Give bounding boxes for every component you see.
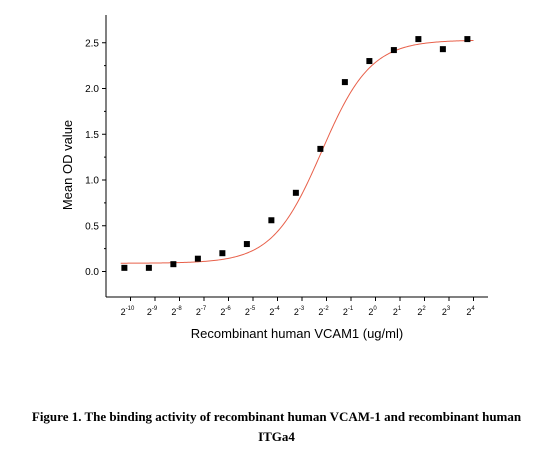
- x-tick-label: 2-1: [343, 306, 354, 317]
- y-tick-label: 1.5: [85, 130, 99, 141]
- data-point: [292, 189, 299, 196]
- caption-line-2: ITGa4: [258, 429, 295, 444]
- x-tick-label: 2-8: [171, 306, 182, 317]
- data-point: [121, 264, 128, 271]
- x-tick-label: 20: [368, 306, 377, 317]
- x-axis-ticks: 2-10 2-9 2-8 2-7 2-6 2-5 2-4 2-3 2-2 2-1 20 21 22 23 2…: [121, 297, 475, 317]
- y-axis-title: Mean OD value: [60, 120, 75, 210]
- x-tick-label: 2-6: [220, 306, 231, 317]
- data-point: [317, 145, 324, 152]
- x-axis-title: Recombinant human VCAM1 (ug/ml): [191, 326, 403, 341]
- y-axis-ticks: 0.0 0.5 1.0 1.5 2.0 2.5: [85, 38, 106, 278]
- x-tick-label: 24: [466, 306, 475, 317]
- x-tick-label: 23: [442, 306, 451, 317]
- data-point: [243, 241, 250, 248]
- data-point: [219, 250, 226, 257]
- data-point: [341, 79, 348, 86]
- y-tick-label: 2.5: [85, 38, 99, 49]
- data-point: [145, 264, 152, 271]
- data-point: [415, 36, 422, 43]
- data-point: [194, 255, 201, 262]
- data-points: [121, 36, 471, 271]
- y-tick-label: 2.0: [85, 84, 99, 95]
- caption-line-1: Figure 1. The binding activity of recomb…: [31, 409, 522, 424]
- fit-curve: [120, 39, 474, 264]
- x-tick-label: 2-7: [196, 306, 207, 317]
- y-tick-label: 1.0: [85, 176, 99, 187]
- plot-frame: [105, 15, 488, 298]
- data-point: [390, 47, 397, 54]
- figure-caption: Figure 1. The binding activity of recomb…: [0, 407, 553, 447]
- x-tick-label: 22: [417, 306, 426, 317]
- x-tick-label: 2-5: [245, 306, 256, 317]
- x-tick-label: 2-4: [269, 306, 280, 317]
- x-tick-label: 21: [393, 306, 402, 317]
- x-tick-label: 2-9: [147, 306, 158, 317]
- x-tick-label: 2-10: [121, 306, 135, 317]
- x-tick-label: 2-3: [294, 306, 305, 317]
- data-point: [464, 36, 471, 43]
- data-point: [268, 217, 275, 224]
- y-tick-label: 0.0: [85, 267, 99, 278]
- data-point: [439, 46, 446, 53]
- data-point: [366, 58, 373, 65]
- data-point: [170, 261, 177, 268]
- y-tick-label: 0.5: [85, 221, 99, 232]
- x-tick-label: 2-2: [318, 306, 329, 317]
